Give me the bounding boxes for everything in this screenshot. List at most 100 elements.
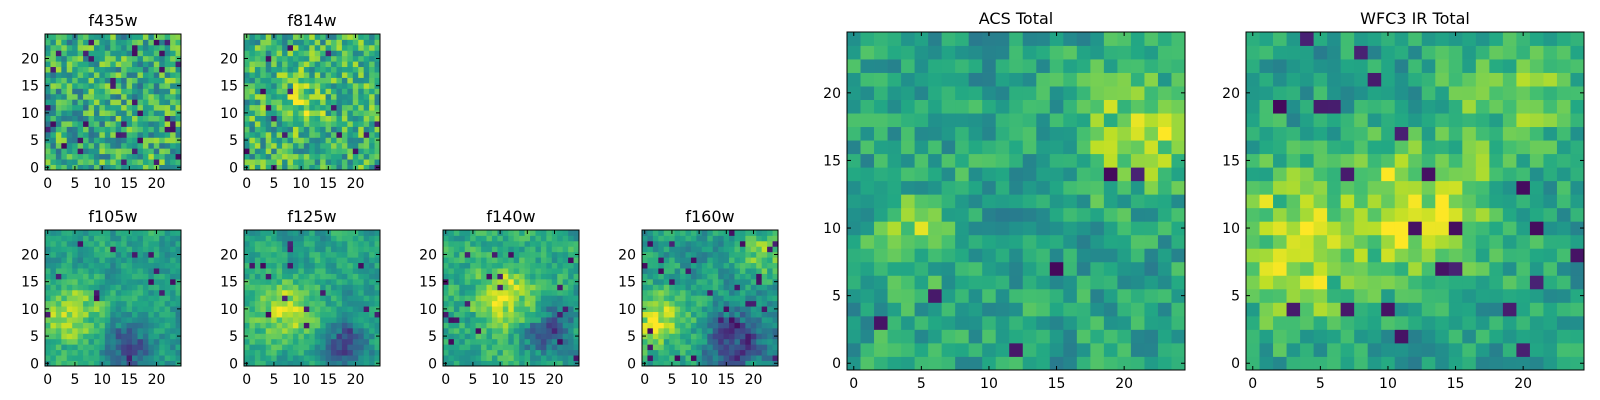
heatmap-cell — [314, 159, 321, 165]
heatmap-cell — [271, 61, 278, 68]
heatmap-cell — [1340, 329, 1355, 344]
heatmap-cell — [104, 344, 111, 351]
heatmap-cell — [1340, 275, 1355, 290]
heatmap-cell — [282, 306, 288, 312]
heatmap-cell — [77, 126, 84, 133]
heatmap-cell — [254, 338, 261, 345]
heatmap-cell — [249, 72, 256, 78]
heatmap-cell — [287, 311, 294, 318]
heatmap-cell — [1340, 234, 1355, 249]
heatmap-cell — [175, 289, 182, 296]
heatmap-cell — [642, 240, 648, 247]
heatmap-cell — [551, 289, 558, 296]
heatmap-cell — [303, 110, 310, 116]
heatmap-cell — [303, 126, 310, 133]
heatmap-cell — [690, 257, 697, 264]
heatmap-cell — [137, 246, 144, 253]
heatmap-cell — [265, 338, 272, 345]
heatmap-cell — [126, 240, 133, 247]
heatmap-cell — [540, 311, 547, 318]
heatmap-cell — [77, 289, 84, 296]
heatmap-cell — [298, 121, 305, 127]
heatmap-cell — [718, 322, 724, 329]
heatmap-cell — [1009, 356, 1024, 371]
heatmap-cell — [260, 44, 267, 51]
heatmap-cell — [298, 344, 305, 351]
heatmap-cell — [352, 104, 359, 111]
heatmap-cell — [513, 246, 520, 253]
heatmap-cell — [1556, 302, 1571, 317]
heatmap-cell — [680, 355, 686, 361]
heatmap-cell — [126, 153, 133, 160]
heatmap-cell — [265, 317, 272, 323]
heatmap-cell — [148, 300, 155, 307]
heatmap-cell — [1090, 356, 1105, 371]
heatmap-cell — [448, 273, 455, 280]
heatmap-cell — [331, 262, 337, 269]
heatmap-cell — [1171, 86, 1186, 100]
heatmap-cell — [93, 360, 100, 367]
heatmap-cell — [292, 104, 299, 111]
heatmap-cell — [50, 66, 57, 73]
heatmap-cell — [1259, 207, 1274, 222]
heatmap-cell — [546, 333, 553, 340]
heatmap-cell — [1076, 261, 1091, 276]
heatmap-cell — [690, 322, 697, 329]
heatmap-cell — [669, 284, 676, 291]
heatmap-cell — [982, 72, 997, 87]
heatmap-cell — [1556, 315, 1571, 330]
heatmap-cell — [374, 121, 381, 127]
heatmap-cell — [701, 268, 708, 274]
heatmap-cell — [352, 66, 359, 73]
heatmap-cell — [358, 164, 365, 171]
heatmap-cell — [369, 148, 375, 155]
heatmap-cell — [298, 39, 305, 46]
heatmap-cell — [1475, 288, 1490, 303]
heatmap-cell — [551, 333, 558, 340]
heatmap-cell — [341, 34, 348, 40]
heatmap-cell — [1049, 342, 1064, 357]
heatmap-cell — [1036, 140, 1051, 155]
heatmap-cell — [739, 360, 746, 367]
heatmap-cell — [1144, 140, 1159, 155]
y-tick-label: 0 — [832, 356, 841, 372]
heatmap-cell — [320, 77, 326, 84]
heatmap-cell — [712, 311, 719, 318]
heatmap-cell — [701, 295, 708, 302]
heatmap-cell — [164, 115, 171, 122]
heatmap-cell — [121, 137, 127, 144]
heatmap-cell — [955, 207, 970, 222]
heatmap-cell — [88, 262, 95, 269]
heatmap-cell — [642, 338, 648, 345]
heatmap-cell — [110, 153, 117, 160]
heatmap-cell — [1103, 221, 1118, 236]
heatmap-cell — [104, 142, 111, 149]
heatmap-cell — [557, 278, 564, 285]
heatmap-cell — [298, 153, 305, 160]
heatmap-cell — [66, 251, 73, 258]
heatmap-cell — [148, 55, 155, 62]
heatmap-cell — [696, 355, 703, 361]
heatmap-cell — [374, 61, 381, 68]
heatmap-cell — [254, 295, 261, 302]
heatmap-cell — [745, 317, 752, 323]
heatmap-cell — [1543, 356, 1558, 371]
heatmap-cell — [132, 148, 138, 155]
heatmap-cell — [292, 153, 299, 160]
heatmap-cell — [1381, 167, 1396, 182]
heatmap-cell — [55, 327, 62, 334]
heatmap-cell — [374, 300, 381, 307]
heatmap-cells — [443, 230, 580, 367]
heatmap-cell — [745, 273, 752, 280]
heatmap-cell — [287, 284, 294, 291]
heatmap-cell — [459, 327, 466, 334]
heatmap-cell — [77, 240, 84, 247]
heatmap-cell — [497, 246, 504, 253]
heatmap-cell — [1381, 261, 1396, 276]
heatmap-cell — [1171, 113, 1186, 128]
heatmap-cell — [93, 246, 100, 253]
heatmap-cell — [739, 251, 746, 258]
heatmap-cell — [941, 180, 956, 195]
heatmap-cell — [352, 327, 359, 334]
heatmap-cell — [104, 322, 111, 329]
